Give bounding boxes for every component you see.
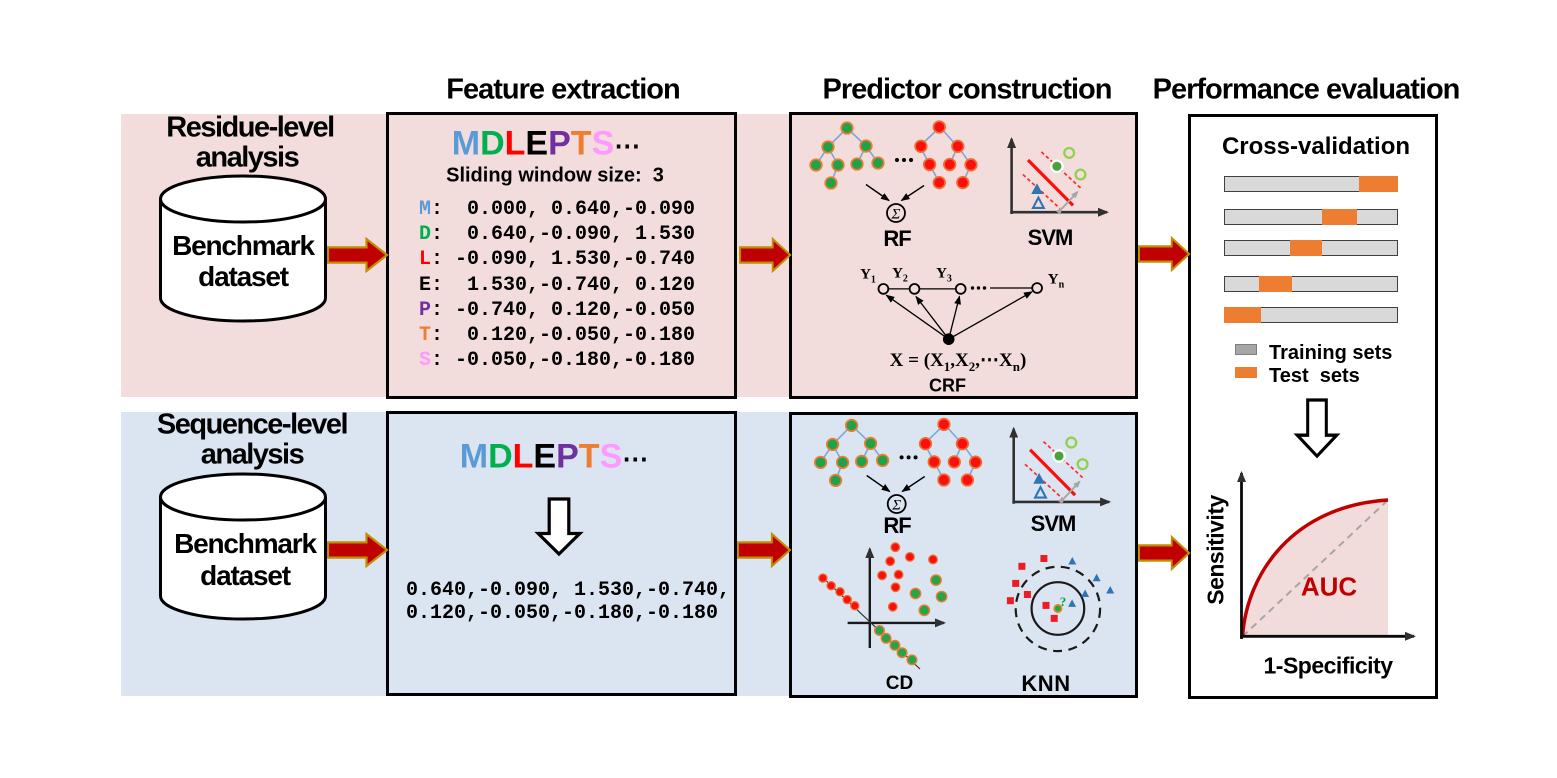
- svg-text:?: ?: [1060, 594, 1067, 609]
